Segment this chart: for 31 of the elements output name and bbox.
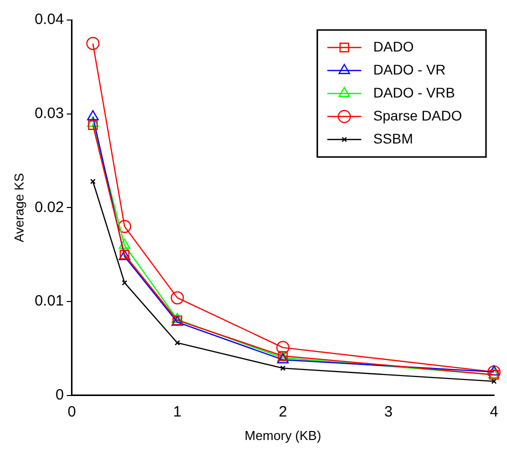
- point: [487, 365, 501, 379]
- x-axis-title: Memory (KB): [244, 428, 322, 443]
- legend-label: DADO - VR: [373, 61, 446, 78]
- x-tick-label: 2: [278, 404, 288, 421]
- legend-label: Sparse DADO: [373, 107, 462, 124]
- point: [174, 340, 180, 346]
- point: [172, 312, 184, 323]
- y-tick-label: 0.03: [34, 104, 64, 122]
- point: [276, 340, 290, 354]
- legend-label: DADO - VRB: [373, 84, 455, 100]
- point: [118, 220, 132, 234]
- y-tick-label: 0.02: [34, 198, 64, 216]
- point: [280, 365, 286, 371]
- x-tick-label: 4: [490, 404, 498, 421]
- point: [87, 116, 99, 127]
- point: [86, 36, 100, 50]
- point: [122, 280, 128, 286]
- point: [87, 110, 99, 120]
- y-tick-label: 0: [55, 386, 64, 404]
- x-tick-label: 1: [173, 404, 182, 421]
- point: [170, 291, 184, 304]
- y-tick-label: 0.01: [34, 292, 64, 310]
- x-tick-label: 3: [384, 404, 393, 421]
- y-axis-title: Average KS: [11, 172, 26, 242]
- point: [118, 238, 130, 249]
- point: [88, 120, 98, 130]
- y-tick-label: 0.04: [34, 11, 64, 28]
- legend-label: SSBM: [373, 130, 413, 146]
- legend-label: DADO: [373, 38, 414, 54]
- x-tick-label: 0: [68, 404, 76, 421]
- point: [488, 365, 500, 376]
